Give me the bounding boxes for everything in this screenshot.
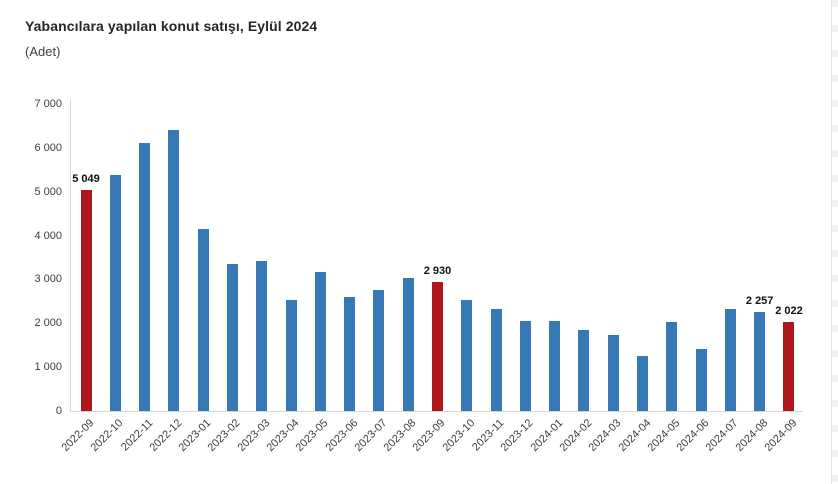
y-tick-4000: 4 000 — [34, 229, 62, 242]
bar-2023-01 — [197, 229, 209, 411]
chart-unit-label: (Adet) — [25, 44, 61, 59]
data-label-2022-09: 5 049 — [72, 173, 100, 185]
bar-2024-01 — [549, 321, 561, 411]
bar-2023-06 — [344, 297, 356, 411]
y-tick-7000: 7 000 — [34, 98, 62, 110]
bar-2024-04 — [637, 356, 648, 411]
data-label-2023-09: 2 930 — [423, 265, 452, 277]
bar-2023-10 — [461, 300, 473, 411]
bar-2024-05 — [666, 322, 678, 411]
y-tick-3000: 3 000 — [34, 273, 62, 286]
y-tick-6000: 6 000 — [34, 141, 62, 154]
bar-2023-03 — [256, 261, 268, 411]
y-axis-line — [70, 100, 71, 411]
data-label-2024-08: 2 257 — [745, 295, 774, 307]
chart-title: Yabancılara yapılan konut satışı, Eylül … — [25, 18, 318, 34]
y-tick-5000: 5 000 — [34, 185, 62, 198]
bar-2023-07 — [373, 290, 385, 411]
data-label-2024-09: 2 022 — [775, 305, 803, 317]
bar-2024-09 — [783, 322, 795, 411]
adjacent-page-edge — [831, 0, 838, 484]
bar-2023-05 — [314, 272, 326, 411]
bar-2024-06 — [695, 349, 707, 411]
bar-2024-03 — [607, 335, 619, 411]
bar-2024-07 — [724, 309, 736, 411]
y-tick-1000: 1 000 — [34, 361, 62, 374]
y-tick-0: 0 — [55, 405, 62, 417]
y-tick-2000: 2 000 — [34, 317, 62, 330]
bar-2022-12 — [168, 130, 180, 411]
bar-2024-02 — [578, 330, 590, 411]
bar-2023-08 — [402, 278, 414, 411]
bar-2023-02 — [226, 264, 238, 411]
bar-2023-09 — [431, 282, 443, 411]
bar-2023-12 — [519, 321, 531, 411]
bar-2022-10 — [109, 175, 121, 411]
x-axis-line — [70, 411, 803, 412]
bar-2023-04 — [285, 300, 297, 411]
bar-2024-08 — [754, 312, 766, 411]
bar-2022-09 — [80, 190, 92, 411]
bar-2023-11 — [490, 309, 502, 411]
bar-2022-11 — [139, 143, 151, 411]
